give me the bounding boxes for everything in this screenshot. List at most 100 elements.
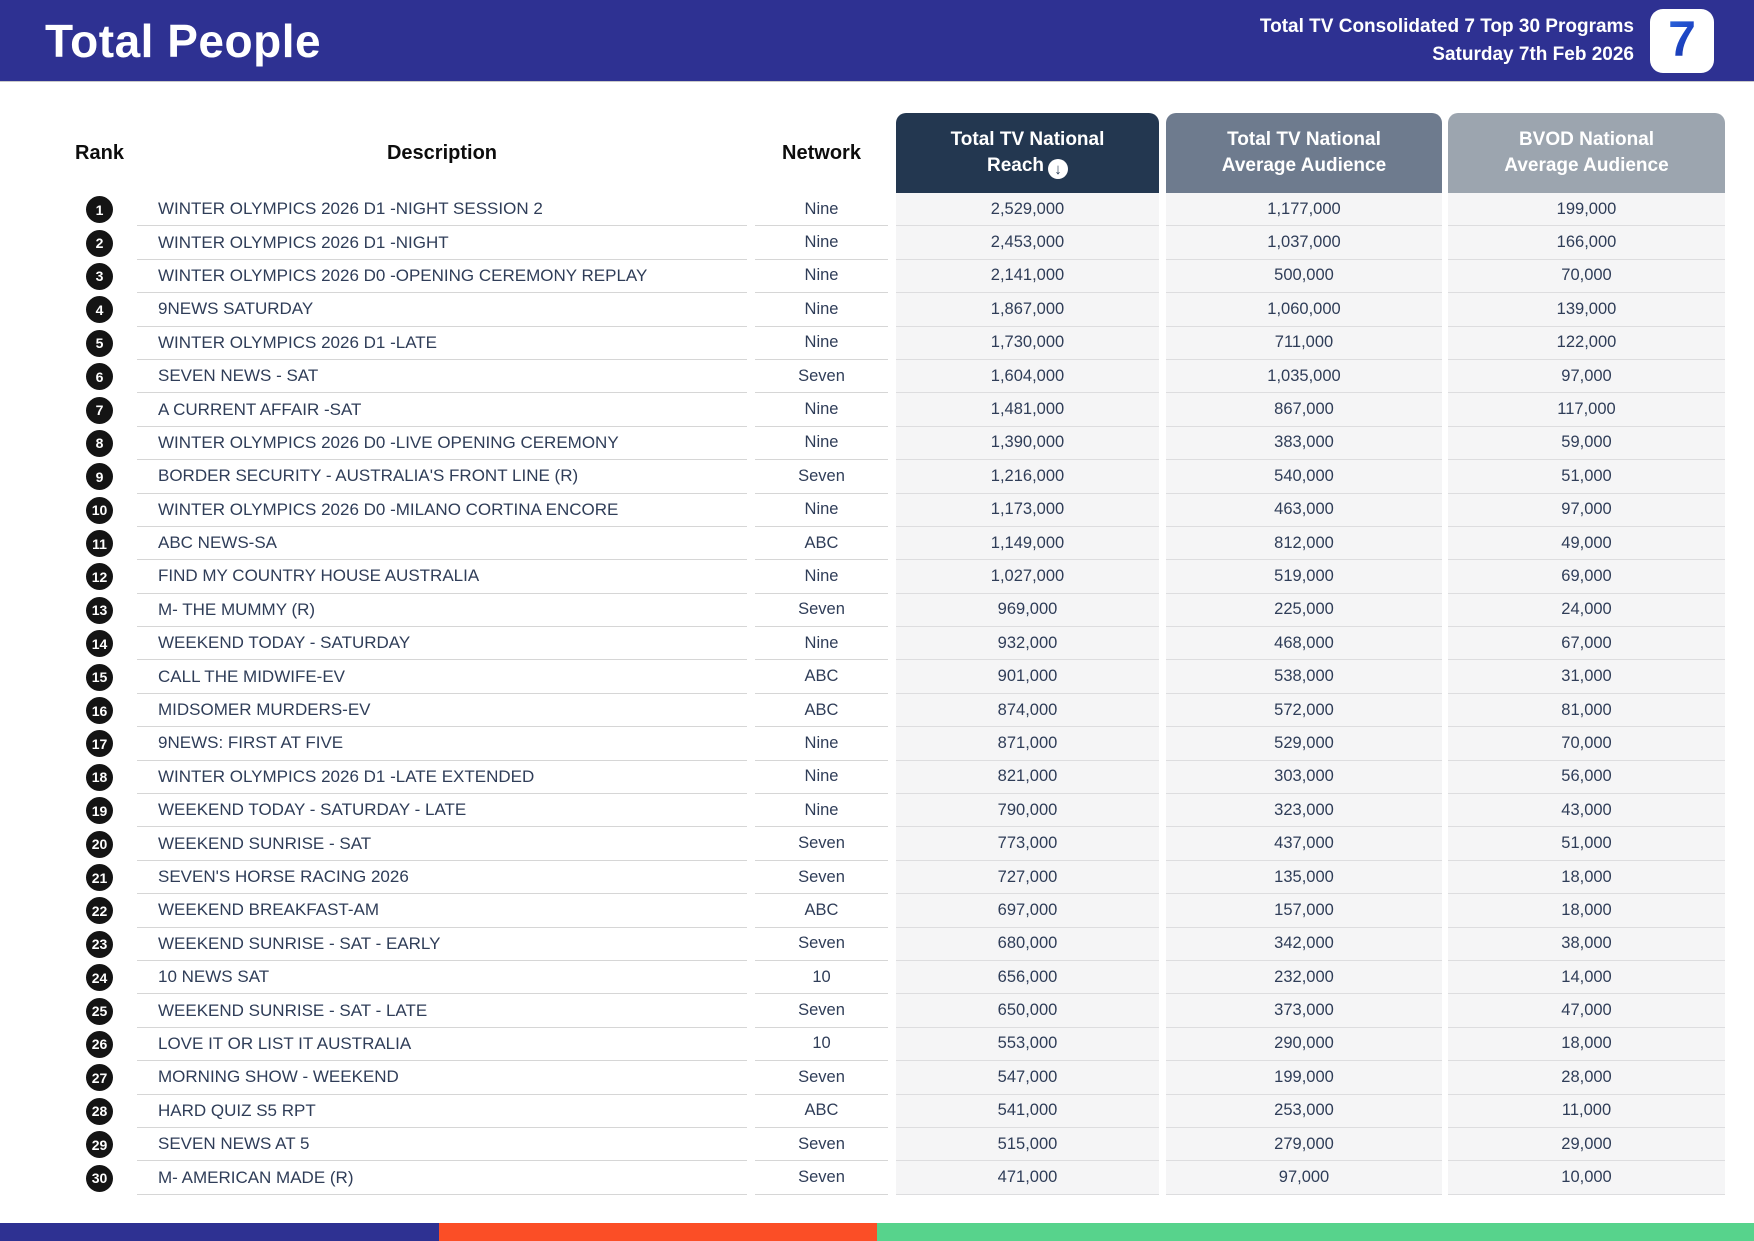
table-row: 5 WINTER OLYMPICS 2026 D1 -LATE Nine 1,7… <box>0 326 1754 360</box>
table-row: 28 HARD QUIZ S5 RPT ABC 541,000 253,000 … <box>0 1094 1754 1128</box>
rank-cell: 18 <box>62 761 137 794</box>
bvod-audience-value: 67,000 <box>1448 627 1725 661</box>
rank-badge: 12 <box>86 563 113 591</box>
network-name: Seven <box>755 460 888 494</box>
rank-cell: 19 <box>62 794 137 827</box>
program-description: HARD QUIZ S5 RPT <box>137 1094 747 1128</box>
avg-audience-value: 373,000 <box>1166 994 1442 1028</box>
program-description: 10 NEWS SAT <box>137 960 747 995</box>
avg-audience-value: 1,177,000 <box>1166 193 1442 227</box>
table-row: 2 WINTER OLYMPICS 2026 D1 -NIGHT Nine 2,… <box>0 226 1754 260</box>
rank-cell: 23 <box>62 928 137 961</box>
rank-badge: 24 <box>86 964 113 992</box>
avg-audience-value: 97,000 <box>1166 1161 1442 1195</box>
avg-audience-value: 711,000 <box>1166 326 1442 360</box>
rank-cell: 30 <box>62 1161 137 1194</box>
reach-value: 680,000 <box>896 927 1159 961</box>
rank-cell: 26 <box>62 1028 137 1061</box>
program-description: FIND MY COUNTRY HOUSE AUSTRALIA <box>137 560 747 594</box>
network-name: ABC <box>755 894 888 928</box>
network-name: 10 <box>755 1027 888 1062</box>
sort-descending-icon[interactable]: ↓ <box>1048 159 1069 180</box>
avg-audience-value: 290,000 <box>1166 1027 1442 1062</box>
program-description: M- AMERICAN MADE (R) <box>137 1161 747 1195</box>
rank-cell: 12 <box>62 560 137 593</box>
table-row: 3 WINTER OLYMPICS 2026 D0 -OPENING CEREM… <box>0 259 1754 294</box>
bvod-audience-value: 69,000 <box>1448 560 1725 594</box>
seven-logo-glyph: 7 <box>1668 10 1696 67</box>
network-name: Nine <box>755 293 888 327</box>
report-subtitle-line1: Total TV Consolidated 7 Top 30 Programs <box>1259 15 1634 37</box>
bvod-audience-value: 10,000 <box>1448 1161 1725 1195</box>
network-name: Seven <box>755 1061 888 1095</box>
rank-badge: 26 <box>86 1030 113 1058</box>
reach-value: 1,173,000 <box>896 493 1159 527</box>
footer-segment-green <box>877 1223 1754 1241</box>
avg-audience-value: 463,000 <box>1166 493 1442 527</box>
table-row: 12 FIND MY COUNTRY HOUSE AUSTRALIA Nine … <box>0 560 1754 594</box>
table-row: 22 WEEKEND BREAKFAST-AM ABC 697,000 157,… <box>0 894 1754 928</box>
rank-cell: 15 <box>62 660 137 693</box>
table-row: 29 SEVEN NEWS AT 5 Seven 515,000 279,000… <box>0 1127 1754 1162</box>
table-row: 10 WINTER OLYMPICS 2026 D0 -MILANO CORTI… <box>0 493 1754 527</box>
rank-cell: 17 <box>62 727 137 760</box>
reach-value: 471,000 <box>896 1161 1159 1195</box>
table-row: 19 WEEKEND TODAY - SATURDAY - LATE Nine … <box>0 794 1754 828</box>
bvod-audience-value: 97,000 <box>1448 359 1725 394</box>
bvod-audience-value: 166,000 <box>1448 226 1725 260</box>
avg-audience-value: 199,000 <box>1166 1061 1442 1095</box>
column-header-reach[interactable]: Total TV National Reach ↓ <box>896 113 1159 193</box>
program-description: SEVEN NEWS - SAT <box>137 359 747 394</box>
reach-value: 1,604,000 <box>896 359 1159 394</box>
rank-cell: 25 <box>62 994 137 1027</box>
bvod-audience-value: 81,000 <box>1448 693 1725 728</box>
bvod-audience-value: 51,000 <box>1448 827 1725 861</box>
reach-value: 727,000 <box>896 860 1159 895</box>
network-name: Nine <box>755 760 888 795</box>
network-name: Seven <box>755 1127 888 1162</box>
rank-cell: 22 <box>62 894 137 927</box>
report-subtitle: Total TV Consolidated 7 Top 30 Programs … <box>1260 13 1634 68</box>
network-name: ABC <box>755 660 888 694</box>
rank-cell: 24 <box>62 961 137 994</box>
rank-cell: 14 <box>62 627 137 660</box>
program-description: WINTER OLYMPICS 2026 D0 -LIVE OPENING CE… <box>137 426 747 461</box>
rank-badge: 15 <box>86 663 113 691</box>
table-row: 26 LOVE IT OR LIST IT AUSTRALIA 10 553,0… <box>0 1027 1754 1062</box>
program-description: 9NEWS: FIRST AT FIVE <box>137 727 747 761</box>
avg-audience-value: 1,037,000 <box>1166 226 1442 260</box>
network-name: Seven <box>755 593 888 628</box>
rank-cell: 21 <box>62 861 137 894</box>
network-name: Seven <box>755 994 888 1028</box>
table-row: 23 WEEKEND SUNRISE - SAT - EARLY Seven 6… <box>0 927 1754 961</box>
bvod-audience-value: 18,000 <box>1448 1027 1725 1062</box>
reach-value: 969,000 <box>896 593 1159 628</box>
bvod-audience-value: 199,000 <box>1448 193 1725 227</box>
avg-audience-value: 303,000 <box>1166 760 1442 795</box>
rank-badge: 28 <box>86 1097 113 1125</box>
reach-value: 541,000 <box>896 1094 1159 1128</box>
banner-right: Total TV Consolidated 7 Top 30 Programs … <box>1260 8 1714 73</box>
reach-value: 773,000 <box>896 827 1159 861</box>
network-name: Nine <box>755 193 888 227</box>
table-row: 11 ABC NEWS-SA ABC 1,149,000 812,000 49,… <box>0 526 1754 561</box>
table-row: 15 CALL THE MIDWIFE-EV ABC 901,000 538,0… <box>0 660 1754 694</box>
avg-audience-value: 225,000 <box>1166 593 1442 628</box>
column-header-network: Network <box>782 141 861 164</box>
bvod-header-line2: Average Audience <box>1504 155 1669 176</box>
avg-audience-value: 342,000 <box>1166 927 1442 961</box>
program-description: CALL THE MIDWIFE-EV <box>137 660 747 694</box>
reach-value: 901,000 <box>896 660 1159 694</box>
rank-cell: 4 <box>62 293 137 326</box>
avg-audience-value: 279,000 <box>1166 1127 1442 1162</box>
table-body: 1 WINTER OLYMPICS 2026 D1 -NIGHT SESSION… <box>0 193 1754 1195</box>
reach-value: 547,000 <box>896 1061 1159 1095</box>
program-description: BORDER SECURITY - AUSTRALIA'S FRONT LINE… <box>137 460 747 494</box>
reach-value: 2,453,000 <box>896 226 1159 260</box>
network-name: Nine <box>755 326 888 360</box>
footer-segment-orange <box>438 1223 877 1241</box>
program-description: WINTER OLYMPICS 2026 D1 -NIGHT <box>137 226 747 260</box>
rank-badge: 27 <box>86 1064 113 1092</box>
network-name: Nine <box>755 560 888 594</box>
network-name: 10 <box>755 960 888 995</box>
